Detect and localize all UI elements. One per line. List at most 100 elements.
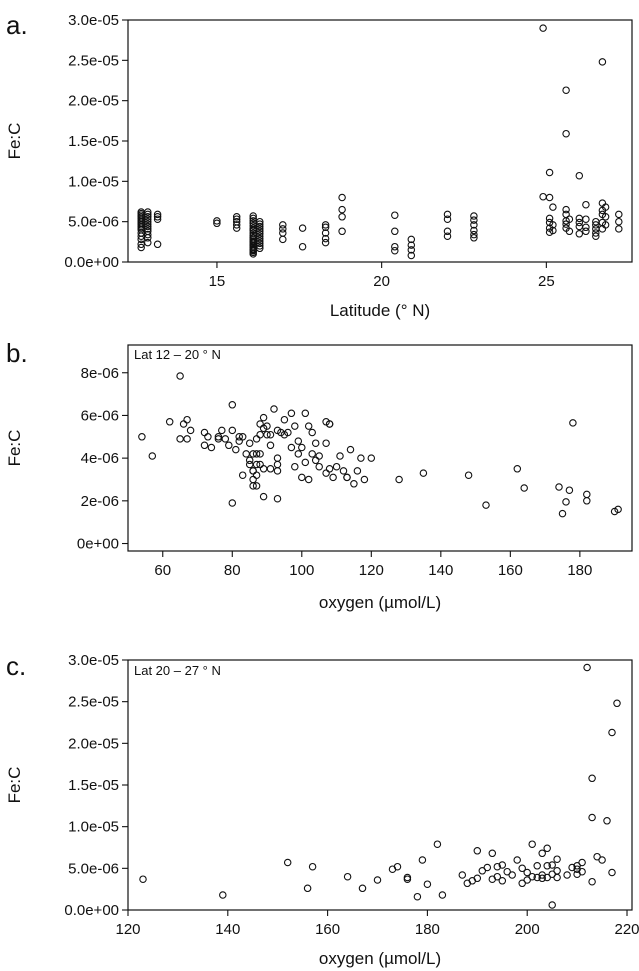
panel-a-data-point xyxy=(615,225,623,233)
panel-a-data-point xyxy=(539,192,547,201)
panel-c-x-tick-label: 160 xyxy=(315,921,340,938)
panel-c-data-point xyxy=(548,901,556,909)
panel-c-y-tick-label: 1.5e-05 xyxy=(68,777,119,794)
panel-a-data-point xyxy=(256,230,264,238)
panel-a-data-point xyxy=(249,246,257,254)
panel-c-data-point xyxy=(578,867,586,876)
panel-c-data-point xyxy=(543,873,551,882)
panel-b-x-tick-label: 180 xyxy=(567,562,592,579)
panel-a-data-point xyxy=(153,213,162,221)
panel-a-x-tick-label: 15 xyxy=(209,273,226,290)
panel-b-data-point xyxy=(266,465,275,473)
panel-c-data-point xyxy=(538,849,546,858)
panel-b-data-point xyxy=(298,473,306,482)
panel-b-data-point xyxy=(186,426,195,435)
panel-b-data-point xyxy=(249,482,257,490)
panel-a-data-point xyxy=(279,235,287,244)
panel-c-y-tick-label: 3.0e-05 xyxy=(68,652,119,669)
panel-b-data-point xyxy=(336,452,344,460)
panel-b-data-point xyxy=(329,473,337,482)
panel-c-y-tick-label: 1.0e-05 xyxy=(68,819,119,836)
panel-b-data-point xyxy=(245,456,254,465)
panel-c-data-point xyxy=(508,871,516,879)
panel-b-data-point xyxy=(294,450,303,458)
panel-b-data-point xyxy=(263,430,271,439)
panel-b-data-point xyxy=(315,452,323,460)
panel-a-data-point xyxy=(601,203,610,211)
panel-a-data-point xyxy=(256,239,264,248)
panel-b-x-tick-label: 80 xyxy=(224,562,241,579)
panel-a-data-point xyxy=(592,229,600,237)
panel-c-data-point xyxy=(518,879,526,888)
panel-b-data-point xyxy=(138,433,146,441)
panel-b-data-point xyxy=(350,480,358,488)
panel-b-data-point xyxy=(464,471,473,479)
panel-a-data-point xyxy=(592,232,600,240)
panel-a-data-point xyxy=(256,234,264,243)
panel-c-data-point xyxy=(503,867,511,876)
panel-a-y-tick-label: 0.0e+00 xyxy=(64,254,119,271)
panel-a-data-point xyxy=(615,217,623,226)
panel-b-data-point xyxy=(232,445,240,454)
panel-c-data-point xyxy=(433,840,442,848)
panel-b-data-point xyxy=(280,415,289,424)
panel-b-data-point xyxy=(256,420,264,428)
panel-b-plot-frame xyxy=(127,344,633,552)
panel-a-data-point xyxy=(137,243,145,252)
panel-a-points xyxy=(137,24,623,260)
panel-b-data-point xyxy=(235,437,243,445)
panel-c-x-ticks: 120 140 160 180 200 220 xyxy=(115,910,639,938)
panel-c-data-point xyxy=(603,817,611,825)
panel-c-data-point xyxy=(588,813,596,822)
panel-b-data-point xyxy=(562,498,570,506)
panel-c-points xyxy=(139,663,621,909)
panel-c-y-tick-label: 0.0e+00 xyxy=(64,902,119,919)
panel-c-data-point xyxy=(543,862,551,870)
panel-a-data-point xyxy=(592,221,600,229)
panel-c-y-tick-label: 2.5e-05 xyxy=(68,694,119,711)
panel-c-x-tick-label: 200 xyxy=(515,921,540,938)
panel-b-data-point xyxy=(228,499,237,507)
panel-c-data-point xyxy=(403,875,412,883)
panel-a-data-point xyxy=(615,210,623,219)
panel-c-data-point xyxy=(473,847,482,855)
panel-b-data-point xyxy=(301,458,310,467)
panel-a-data-point xyxy=(144,210,152,219)
panel-a-data-point xyxy=(256,217,264,226)
panel-a-data-point xyxy=(470,221,478,229)
panel-b-data-point xyxy=(322,469,330,477)
panel-b-data-point xyxy=(183,415,191,424)
panel-a-data-point xyxy=(575,230,584,238)
panel-b-data-point xyxy=(304,422,313,430)
panel-c-data-point xyxy=(593,852,601,861)
panel-a-data-point xyxy=(256,244,264,253)
panel-b-data-point xyxy=(287,443,296,452)
panel-b-data-point xyxy=(315,462,323,471)
panel-b-data-point xyxy=(214,433,223,441)
panel-a-data-point xyxy=(562,205,570,214)
panel-c-inset-label: Lat 20 – 27 ° N xyxy=(134,663,221,678)
panel-b-y-ticks: 0e+00 2e-06 4e-06 6e-06 8e-06 xyxy=(77,365,128,553)
panel-a-data-point xyxy=(153,210,162,219)
panel-a-data-point xyxy=(279,225,287,233)
panel-b-data-point xyxy=(252,471,261,479)
panel-a-data-point xyxy=(575,171,584,180)
panel-b-data-point xyxy=(513,465,522,473)
panel-c-y-tick-label: 2.0e-05 xyxy=(68,735,119,752)
panel-a-x-tick-label: 25 xyxy=(538,273,555,290)
panel-c-data-point xyxy=(483,863,492,872)
panel-c-data-point xyxy=(613,699,621,708)
panel-a-data-point xyxy=(279,221,287,229)
panel-b-data-point xyxy=(200,441,209,450)
panel-b-data-point xyxy=(308,450,316,458)
panel-a-data-point xyxy=(575,218,584,227)
panel-c-y-ticks: 0.0e+00 5.0e-06 1.0e-05 1.5e-05 2.0e-05 2.5e-… xyxy=(64,652,128,919)
panel-c-data-point xyxy=(219,891,227,899)
panel-a-data-point xyxy=(549,226,557,235)
panel-a-y-ticks: 0.0e+00 5.0e-06 1.0e-05 1.5e-05 2.0e-05 2.5e-… xyxy=(64,12,128,271)
panel-a-data-point xyxy=(338,227,346,236)
panel-a-data-point xyxy=(144,217,152,226)
panel-c-data-point xyxy=(493,862,502,871)
panel-c-data-point xyxy=(563,871,571,879)
